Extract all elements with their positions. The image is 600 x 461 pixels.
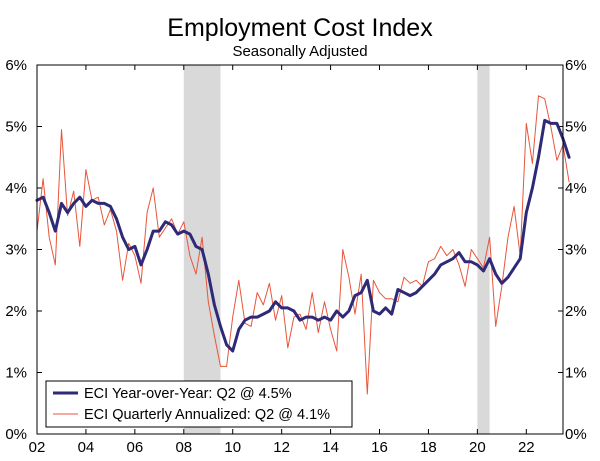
y-tick-label-right-0: 0% — [565, 426, 587, 443]
y-tick-label-left-4: 4% — [5, 180, 27, 197]
y-tick-label-right-6: 6% — [565, 57, 587, 74]
y-tick-label-left-2: 2% — [5, 303, 27, 320]
chart-title: Employment Cost Index — [167, 14, 433, 42]
legend-box — [45, 380, 353, 428]
y-tick-label-right-3: 3% — [565, 242, 587, 259]
series-line-quarterly — [36, 95, 570, 395]
y-tick-label-left-6: 6% — [5, 57, 27, 74]
x-tick-label-4: 10 — [224, 439, 241, 456]
x-tick-label-1: 04 — [78, 439, 95, 456]
recession-shading — [183, 65, 490, 434]
legend-label-yoy: ECI Year-over-Year: Q2 @ 4.5% — [84, 386, 292, 402]
y-tick-label-left-0: 0% — [5, 426, 27, 443]
y-tick-label-left-5: 5% — [5, 119, 27, 136]
y-tick-label-right-1: 1% — [565, 365, 587, 382]
x-tick-label-3: 08 — [175, 439, 192, 456]
x-tick-label-2: 06 — [127, 439, 144, 456]
legend-label-quarterly: ECI Quarterly Annualized: Q2 @ 4.1% — [84, 407, 330, 423]
x-tick-label-5: 12 — [273, 439, 290, 456]
x-tick-label-6: 14 — [322, 439, 339, 456]
y-axis-ticks: 0% 0% 1% 1% 2% 2% 3% 3% 4% 4% 5% 5% 6% 6% — [5, 57, 586, 443]
recession-band-1 — [477, 65, 490, 434]
legend: ECI Year-over-Year: Q2 @ 4.5% ECI Quarte… — [45, 380, 353, 428]
x-tick-label-10: 22 — [518, 439, 535, 456]
y-tick-label-right-2: 2% — [565, 303, 587, 320]
series-line-yoy — [35, 118, 571, 353]
y-tick-label-left-3: 3% — [5, 242, 27, 259]
series-lines — [35, 95, 571, 395]
x-axis-ticks: 02 04 06 08 10 12 14 16 18 20 22 — [29, 65, 535, 456]
chart-subtitle: Seasonally Adjusted — [232, 43, 367, 60]
x-tick-label-8: 18 — [420, 439, 437, 456]
y-tick-label-right-5: 5% — [565, 119, 587, 136]
x-tick-label-7: 16 — [371, 439, 388, 456]
plot-area-frame — [36, 64, 564, 435]
x-tick-label-0: 02 — [29, 439, 46, 456]
y-tick-label-right-4: 4% — [565, 180, 587, 197]
y-tick-label-left-1: 1% — [5, 365, 27, 382]
x-tick-label-9: 20 — [469, 439, 486, 456]
